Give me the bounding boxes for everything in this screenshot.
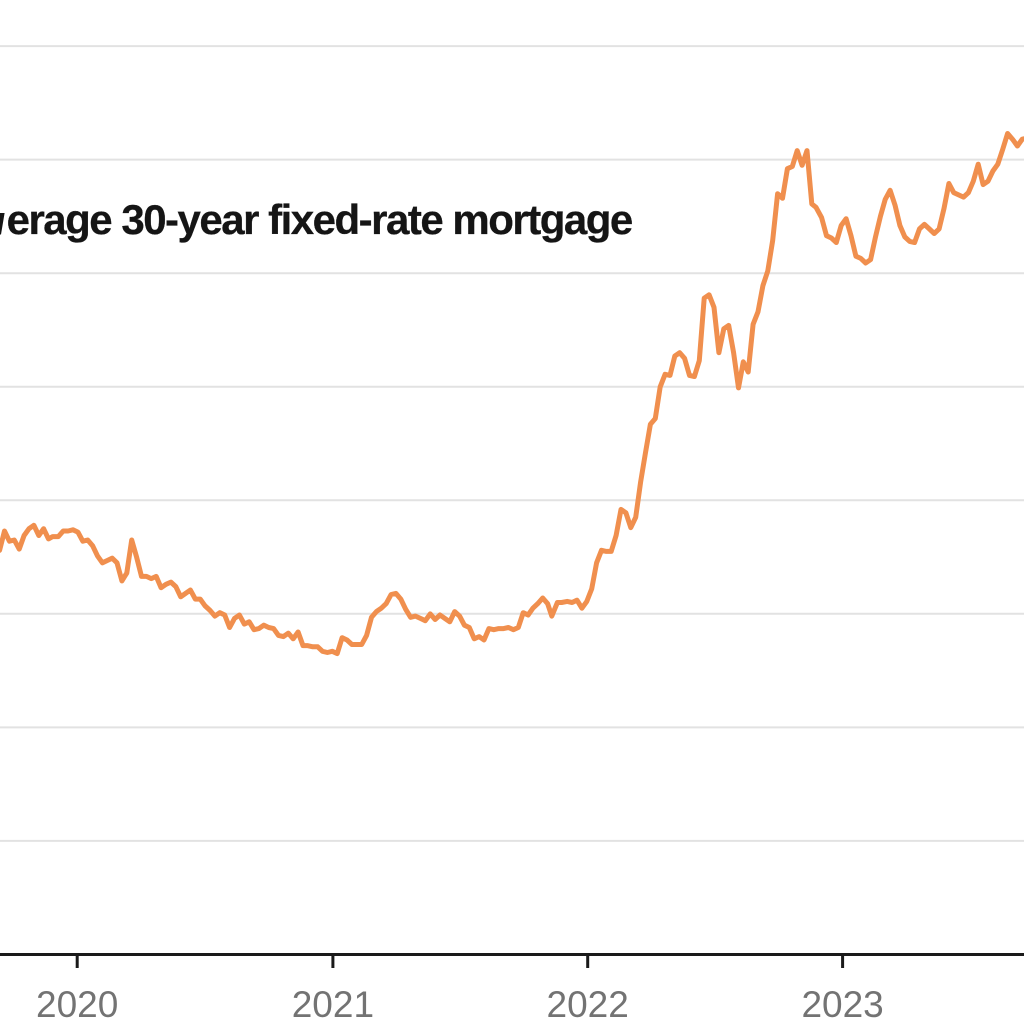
svg-text:2023: 2023 [801, 984, 883, 1024]
svg-text:2020: 2020 [36, 984, 118, 1024]
svg-text:2021: 2021 [292, 984, 374, 1024]
svg-text:2022: 2022 [547, 984, 629, 1024]
